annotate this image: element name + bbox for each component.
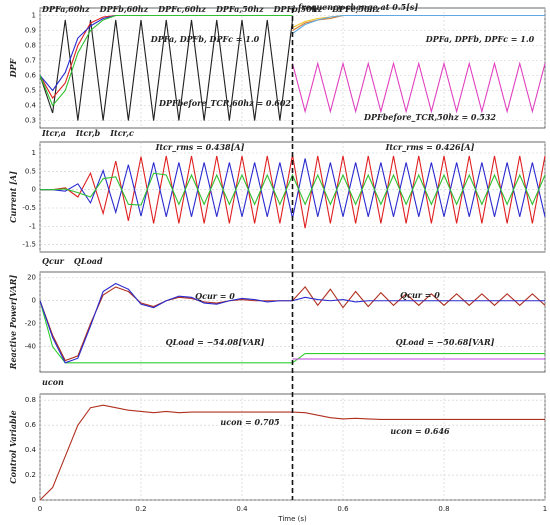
legend-entry: DPFb,60hz	[99, 4, 149, 14]
annotation: ucon = 0.705	[220, 417, 280, 427]
y-tick-label: -40	[25, 343, 36, 351]
annotation: Qcur = 0	[195, 291, 235, 301]
legend-entry: DPFb,50hz	[273, 4, 323, 14]
annotation: DPFbefore_TCR,60hz = 0.602	[158, 98, 291, 108]
y-axis-label: DPF	[8, 57, 18, 78]
y-tick-label: 0.8	[25, 396, 36, 404]
legend-entry: Qcur	[42, 256, 65, 266]
y-axis-label: Control Variable	[8, 410, 18, 483]
series-line	[40, 172, 546, 206]
legend-entry: Itcr,a	[41, 128, 66, 138]
legend-entry: DPFc,60hz	[157, 4, 206, 14]
y-tick-label: 0.5	[25, 167, 36, 175]
y-tick-label: 0.2	[25, 471, 36, 479]
y-tick-label: 0.5	[25, 87, 36, 95]
y-tick-label: 1	[32, 12, 36, 20]
annotation: QLoad = −54.08[VAR]	[166, 337, 265, 347]
annotation: Itcr_rms = 0.438[A]	[155, 142, 245, 152]
legend-entry: ucon	[42, 377, 64, 387]
series-line	[39, 14, 293, 107]
annotation: QLoad = −50.68[VAR]	[396, 337, 495, 347]
y-tick-label: -0.5	[22, 204, 36, 212]
y-tick-label: -1.5	[22, 241, 36, 249]
y-tick-label: 0.4	[25, 446, 37, 454]
annotation: frequency change at 0.5[s]	[297, 2, 418, 12]
y-tick-label: 0	[32, 297, 36, 305]
y-tick-label: 0.6	[25, 72, 37, 80]
y-tick-label: 0.9	[25, 27, 36, 35]
legend-entry: DPFc,50hz	[331, 4, 380, 14]
x-tick-label: 0.2	[135, 505, 146, 513]
annotation: ucon = 0.646	[390, 426, 450, 436]
legend-entry: Itcr,b	[75, 128, 101, 138]
x-axis-label: Time (s)	[277, 515, 307, 523]
y-tick-label: -20	[25, 320, 36, 328]
y-tick-label: 0.4	[25, 102, 37, 110]
annotation: DPFa, DPFb, DPFc = 1.0	[425, 34, 535, 44]
y-tick-label: 1	[32, 149, 36, 157]
legend-entry: DPFa,60hz	[41, 4, 90, 14]
legend-entry: QLoad	[74, 256, 103, 266]
legend-entry: DPFa,50hz	[215, 4, 264, 14]
x-tick-label: 0	[38, 505, 42, 513]
annotation: Qcur = 0	[400, 290, 440, 300]
y-tick-label: 0	[32, 496, 36, 504]
annotation: Itcr_rms = 0.426[A]	[385, 142, 475, 152]
y-tick-label: 0.8	[25, 42, 36, 50]
y-tick-label: 0.6	[25, 421, 37, 429]
y-axis-label: Current [A]	[8, 171, 18, 223]
y-axis-label: Reactive Power[VAR]	[8, 275, 18, 371]
series-line	[292, 14, 545, 34]
y-tick-label: -1	[29, 222, 36, 230]
y-tick-label: 0.3	[25, 117, 36, 125]
y-tick-label: 20	[27, 274, 36, 282]
x-tick-label: 0.6	[337, 505, 349, 513]
legend-entry: Itcr,c	[109, 128, 134, 138]
series-line	[39, 19, 294, 121]
series-line	[291, 61, 546, 114]
y-tick-label: 0	[32, 186, 36, 194]
y-tick-label: 0.7	[25, 57, 36, 65]
annotation: DPFa, DPFb, DPFc = 1.0	[150, 34, 260, 44]
annotation: DPFbefore_TCR,50hz = 0.532	[363, 112, 496, 122]
x-tick-label: 1	[543, 505, 547, 513]
x-tick-label: 0.8	[438, 505, 449, 513]
x-tick-label: 0.4	[236, 505, 248, 513]
